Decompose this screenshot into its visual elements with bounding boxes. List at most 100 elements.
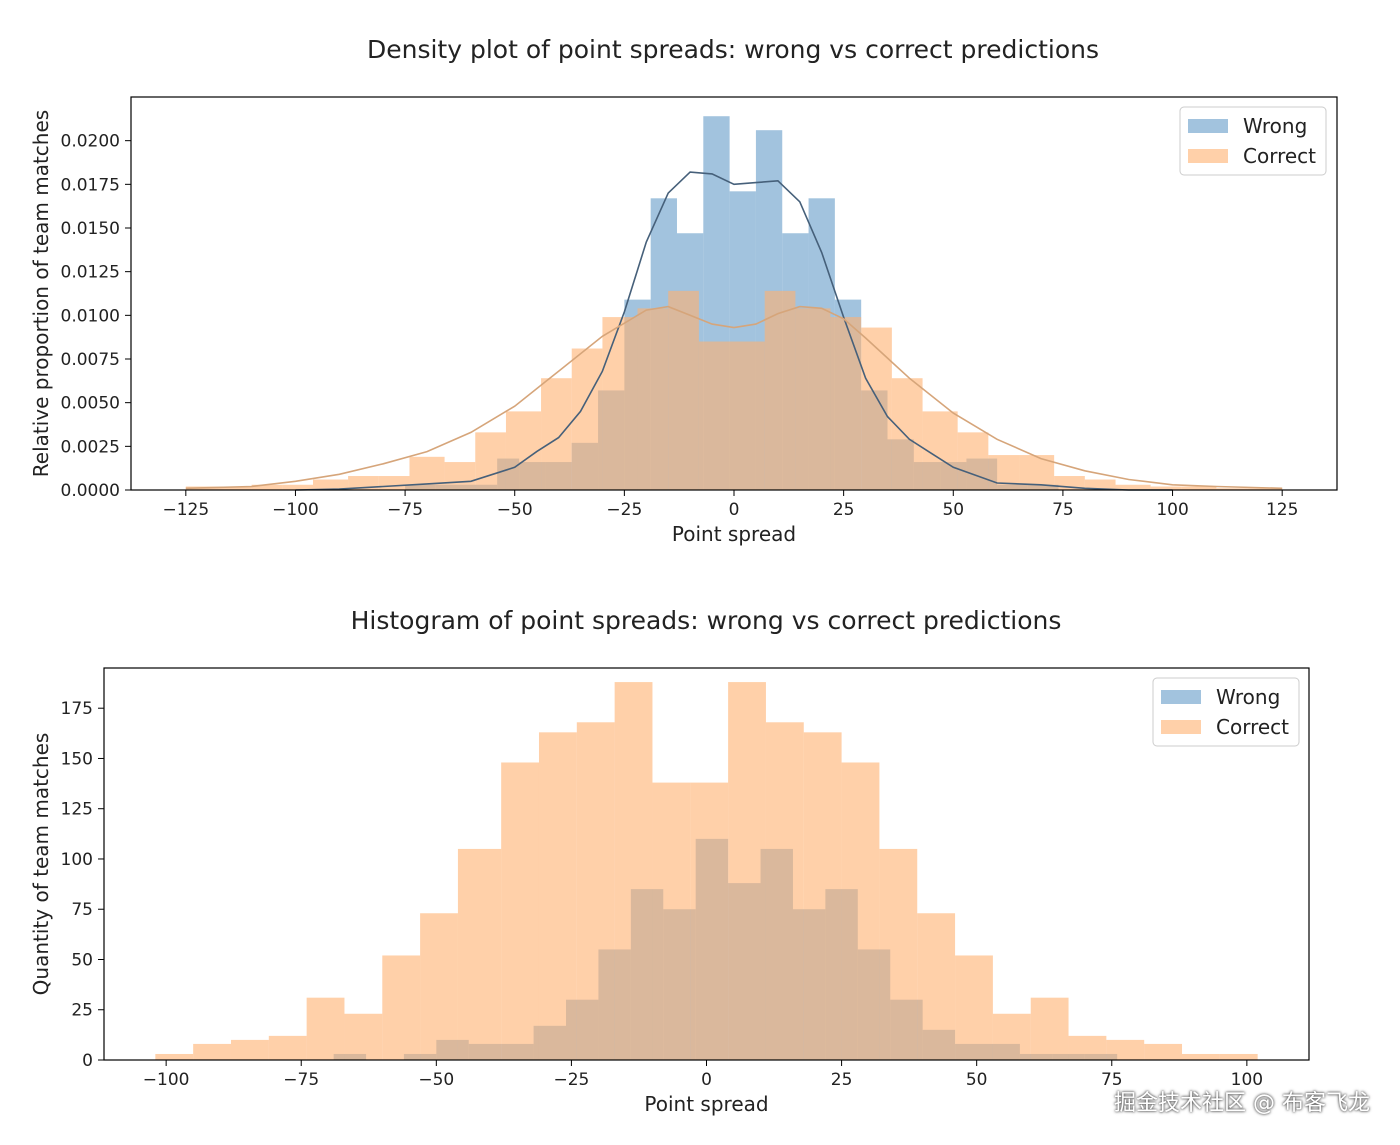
legend-label-wrong: Wrong bbox=[1216, 685, 1280, 709]
y-tick-label: 0.0075 bbox=[61, 350, 120, 370]
bar-correct bbox=[344, 1013, 383, 1060]
x-tick-label: −25 bbox=[553, 1070, 589, 1090]
x-tick-label: −50 bbox=[418, 1070, 454, 1090]
bar-correct bbox=[505, 411, 542, 490]
bar-correct bbox=[282, 484, 313, 490]
bar-correct bbox=[1182, 1053, 1220, 1060]
bar-correct bbox=[541, 378, 572, 490]
y-tick-label: 0.0150 bbox=[61, 219, 120, 239]
kde-line-wrong bbox=[295, 171, 1173, 491]
y-tick-label: 0.0000 bbox=[61, 481, 120, 501]
y-tick-label: 0 bbox=[82, 1051, 93, 1071]
bar-correct bbox=[1115, 484, 1151, 490]
bar-correct bbox=[602, 317, 638, 490]
bar-correct bbox=[1106, 1039, 1145, 1060]
legend-swatch-correct bbox=[1188, 149, 1228, 163]
x-tick-label: −100 bbox=[143, 1070, 190, 1090]
x-tick-label: 0 bbox=[701, 1070, 712, 1090]
y-tick-label: 50 bbox=[71, 950, 93, 970]
bar-correct bbox=[764, 290, 796, 490]
y-tick-label: 0.0125 bbox=[61, 263, 120, 283]
bar-correct bbox=[728, 682, 766, 1060]
x-tick-label: 50 bbox=[966, 1070, 988, 1090]
legend-swatch-wrong bbox=[1188, 119, 1228, 133]
bar-correct bbox=[268, 1035, 307, 1060]
bar-correct bbox=[891, 378, 923, 490]
x-tick-label: −50 bbox=[497, 500, 533, 520]
bar-correct bbox=[955, 955, 993, 1060]
bar-correct bbox=[637, 308, 669, 490]
y-tick-label: 25 bbox=[71, 1001, 93, 1021]
bar-correct bbox=[1181, 486, 1217, 490]
x-tick-label: −100 bbox=[272, 500, 319, 520]
y-tick-label: 0.0200 bbox=[61, 132, 120, 152]
legend-swatch-wrong bbox=[1161, 690, 1201, 704]
bar-correct bbox=[795, 308, 831, 490]
x-tick-label: 100 bbox=[1156, 500, 1188, 520]
legend-label-correct: Correct bbox=[1216, 715, 1289, 739]
bar-correct bbox=[475, 432, 506, 490]
x-tick-label: 0 bbox=[729, 500, 740, 520]
y-tick-label: 0.0175 bbox=[61, 175, 120, 195]
bar-correct bbox=[690, 782, 729, 1060]
chart-title: Histogram of point spreads: wrong vs cor… bbox=[351, 606, 1062, 635]
x-tick-label: 25 bbox=[833, 500, 855, 520]
bar-correct bbox=[312, 479, 349, 490]
histogram-chart: Histogram of point spreads: wrong vs cor… bbox=[29, 606, 1310, 1116]
x-tick-label: 75 bbox=[1101, 1070, 1123, 1090]
y-tick-label: 175 bbox=[61, 699, 93, 719]
bar-correct bbox=[1068, 1035, 1107, 1060]
chart-title: Density plot of point spreads: wrong vs … bbox=[367, 35, 1099, 64]
x-tick-label: 50 bbox=[942, 500, 964, 520]
x-axis-label: Point spread bbox=[672, 522, 796, 546]
bar-correct bbox=[765, 722, 804, 1060]
bar-correct bbox=[668, 290, 699, 490]
y-axis-label: Quantity of team matches bbox=[29, 733, 53, 996]
bar-correct bbox=[420, 913, 458, 1060]
bar-correct bbox=[1144, 1043, 1183, 1060]
y-tick-label: 0.0025 bbox=[61, 437, 120, 457]
x-tick-label: −75 bbox=[387, 500, 423, 520]
legend-swatch-correct bbox=[1161, 720, 1201, 734]
bar-correct bbox=[378, 476, 410, 490]
bar-correct bbox=[1030, 997, 1069, 1060]
bar-correct bbox=[614, 682, 653, 1060]
bar-correct bbox=[1219, 1053, 1258, 1060]
bar-correct bbox=[230, 1039, 269, 1060]
bar-correct bbox=[193, 1043, 231, 1060]
x-tick-label: 100 bbox=[1231, 1070, 1263, 1090]
bar-correct bbox=[538, 732, 577, 1060]
y-tick-label: 100 bbox=[61, 850, 93, 870]
y-tick-label: 150 bbox=[61, 749, 93, 769]
legend-label-wrong: Wrong bbox=[1243, 114, 1307, 138]
bar-correct bbox=[957, 432, 989, 490]
bar-correct bbox=[501, 762, 539, 1060]
x-tick-label: 125 bbox=[1266, 500, 1298, 520]
legend: Wrong Correct bbox=[1179, 106, 1327, 176]
legend: Wrong Correct bbox=[1152, 677, 1300, 747]
bar-correct bbox=[879, 848, 918, 1060]
bar-correct bbox=[571, 348, 603, 490]
x-tick-label: −25 bbox=[606, 500, 642, 520]
bar-correct bbox=[992, 1013, 1031, 1060]
kde-line-correct bbox=[185, 305, 1283, 490]
bar-correct bbox=[830, 317, 862, 490]
y-tick-label: 75 bbox=[71, 900, 93, 920]
bar-correct bbox=[988, 455, 1020, 490]
x-tick-label: −125 bbox=[162, 500, 209, 520]
watermark-text: 掘金技术社区 @ 布客飞龙 bbox=[1114, 1091, 1370, 1116]
bar-correct bbox=[1216, 488, 1248, 490]
bar-correct bbox=[576, 722, 615, 1060]
x-tick-label: −75 bbox=[283, 1070, 319, 1090]
y-axis-label: Relative proportion of team matches bbox=[29, 110, 53, 477]
bar-correct bbox=[803, 732, 842, 1060]
bar-correct bbox=[216, 486, 252, 490]
x-axis-label: Point spread bbox=[644, 1092, 768, 1116]
bar-correct bbox=[841, 762, 880, 1060]
bar-correct bbox=[698, 341, 734, 490]
y-tick-label: 0.0100 bbox=[61, 306, 120, 326]
bar-correct bbox=[457, 848, 502, 1060]
bar-correct bbox=[382, 955, 421, 1060]
x-tick-label: 75 bbox=[1052, 500, 1074, 520]
